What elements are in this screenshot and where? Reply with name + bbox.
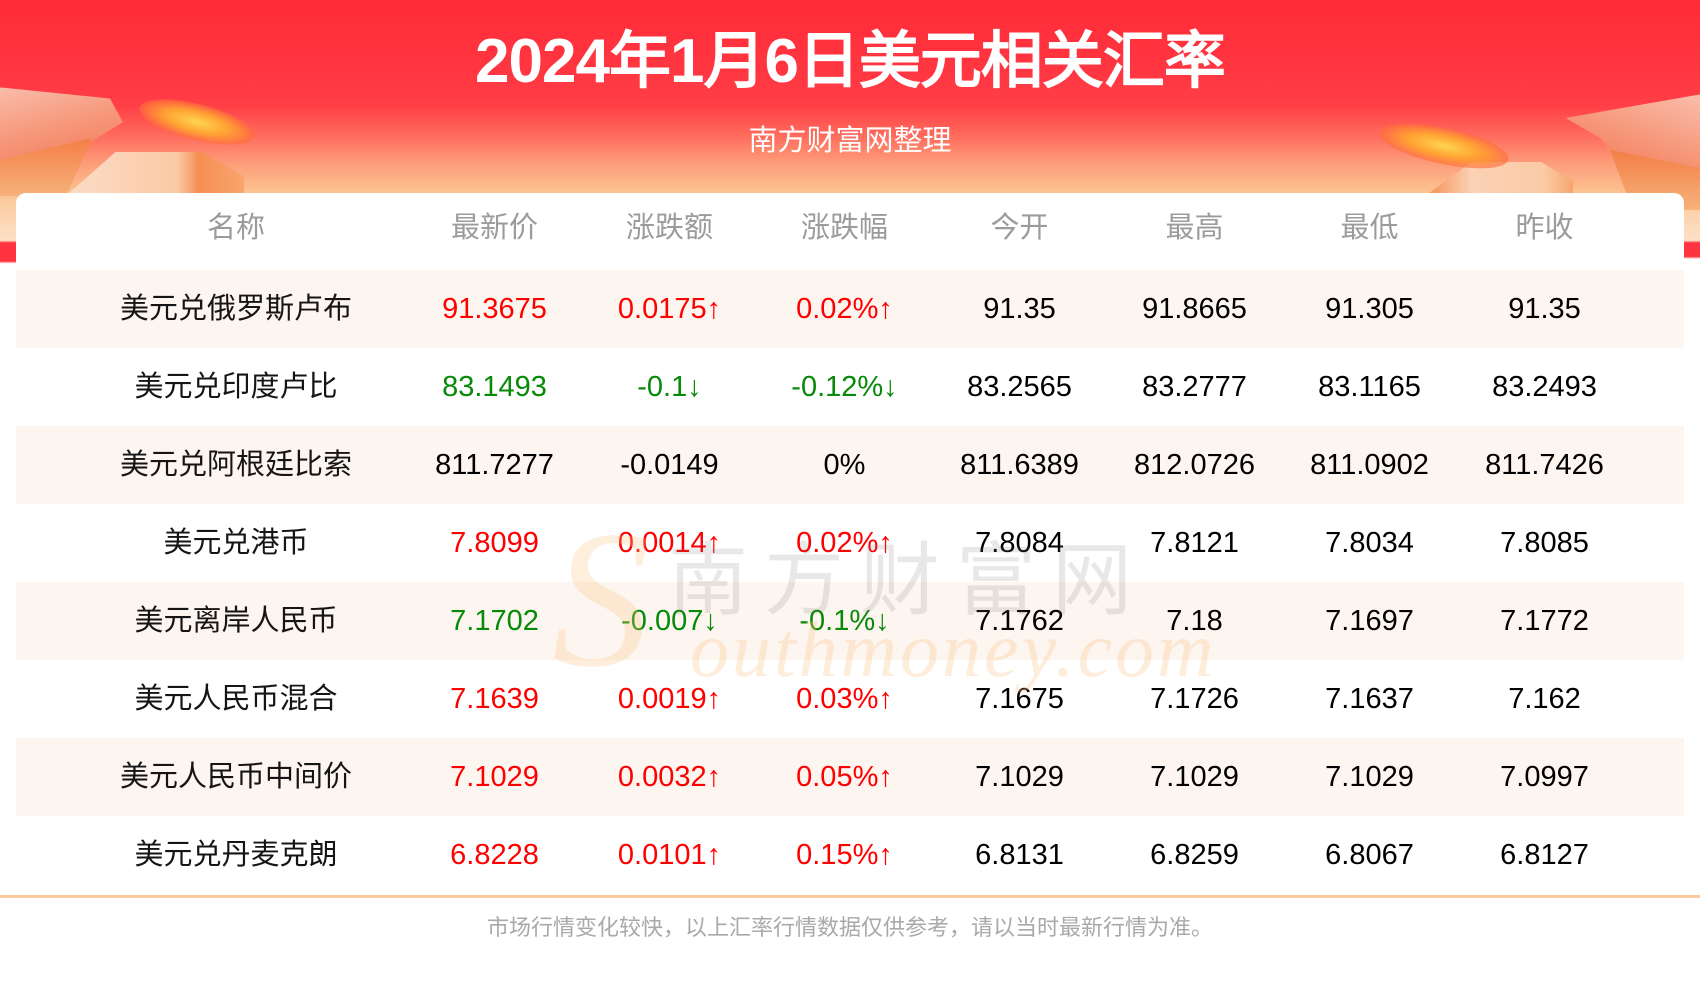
cell-change-pct: 0.03%↑: [796, 683, 893, 715]
cell-latest: 7.1029: [450, 761, 539, 793]
cell-latest: 6.8228: [450, 839, 539, 871]
cell-name: 美元兑丹麦克朗: [134, 839, 338, 871]
cell-change-pct: -0.12%↓: [791, 371, 898, 403]
cell-high: 7.1029: [1150, 761, 1239, 793]
table-row: 美元人民币中间价 7.1029 0.0032↑ 0.05%↑ 7.1029 7.…: [16, 738, 1684, 816]
cell-latest: 811.7277: [435, 449, 554, 481]
cell-open: 6.8131: [975, 839, 1064, 871]
cell-open: 91.35: [983, 293, 1056, 325]
page-subtitle: 南方财富网整理: [748, 125, 952, 157]
footer-divider: [0, 895, 1700, 898]
cell-change-pct: 0.15%↑: [796, 839, 893, 871]
table-row: 美元兑阿根廷比索 811.7277 -0.0149 0% 811.6389 81…: [16, 426, 1684, 504]
column-header-open: 今开: [990, 212, 1049, 244]
column-header-change-pct: 涨跌幅: [800, 212, 888, 244]
cell-change: 0.0014↑: [617, 527, 722, 559]
cell-prev-close: 7.1772: [1500, 605, 1589, 637]
cell-high: 6.8259: [1150, 839, 1239, 871]
cell-open: 7.1675: [975, 683, 1064, 715]
cell-name: 美元离岸人民币: [134, 605, 338, 637]
cell-open: 7.8084: [975, 527, 1064, 559]
cell-change: -0.1↓: [637, 371, 702, 403]
cell-name: 美元兑阿根廷比索: [119, 449, 352, 481]
cell-change-pct: 0.02%↑: [796, 527, 893, 559]
cell-change-pct: -0.1%↓: [799, 605, 890, 637]
cell-low: 83.1165: [1318, 371, 1421, 403]
cell-change: 0.0032↑: [617, 761, 722, 793]
cell-open: 83.2565: [967, 371, 1072, 403]
cell-name: 美元兑港币: [163, 527, 309, 559]
cell-low: 7.8034: [1325, 527, 1414, 559]
cell-change-pct: 0%: [823, 449, 866, 481]
cell-low: 7.1637: [1325, 683, 1414, 715]
cell-prev-close: 811.7426: [1485, 449, 1604, 481]
cell-prev-close: 83.2493: [1492, 371, 1597, 403]
cell-open: 811.6389: [960, 449, 1079, 481]
cell-prev-close: 7.162: [1508, 683, 1581, 715]
cell-high: 7.18: [1166, 605, 1223, 637]
cell-name: 美元人民币中间价: [119, 761, 352, 793]
cell-change: -0.007↓: [621, 605, 718, 637]
cell-latest: 7.1639: [450, 683, 539, 715]
table-row: 美元人民币混合 7.1639 0.0019↑ 0.03%↑ 7.1675 7.1…: [16, 660, 1684, 738]
cell-latest: 91.3675: [442, 293, 547, 325]
footer-disclaimer: 市场行情变化较快，以上汇率行情数据仅供参考，请以当时最新行情为准。: [486, 915, 1213, 940]
column-header-high: 最高: [1165, 212, 1224, 244]
table-row: 美元离岸人民币 7.1702 -0.007↓ -0.1%↓ 7.1762 7.1…: [16, 582, 1684, 660]
table-row: 美元兑港币 7.8099 0.0014↑ 0.02%↑ 7.8084 7.812…: [16, 504, 1684, 582]
table-row: 美元兑俄罗斯卢布 91.3675 0.0175↑ 0.02%↑ 91.35 91…: [16, 270, 1684, 348]
cell-open: 7.1762: [975, 605, 1064, 637]
table-row: 美元兑丹麦克朗 6.8228 0.0101↑ 0.15%↑ 6.8131 6.8…: [16, 816, 1684, 894]
cell-change: -0.0149: [620, 449, 719, 481]
cell-change: 0.0175↑: [617, 293, 722, 325]
rates-table: 名称 最新价 涨跌额 涨跌幅 今开 最高 最低 昨收 美元兑俄罗斯卢布 91.3…: [16, 193, 1684, 895]
cell-name: 美元人民币混合: [134, 683, 338, 715]
cell-high: 83.2777: [1142, 371, 1247, 403]
cell-high: 7.1726: [1150, 683, 1239, 715]
cell-prev-close: 6.8127: [1500, 839, 1589, 871]
cell-prev-close: 7.8085: [1500, 527, 1589, 559]
cell-latest: 83.1493: [442, 371, 547, 403]
cell-low: 6.8067: [1325, 839, 1414, 871]
column-header-latest: 最新价: [450, 212, 538, 244]
cell-change-pct: 0.02%↑: [796, 293, 893, 325]
table-header-row: 名称 最新价 涨跌额 涨跌幅 今开 最高 最低 昨收: [16, 193, 1684, 270]
cell-name: 美元兑俄罗斯卢布: [119, 293, 352, 325]
column-header-prev-close: 昨收: [1515, 212, 1574, 244]
cell-prev-close: 91.35: [1508, 293, 1581, 325]
table-row: 美元兑印度卢比 83.1493 -0.1↓ -0.12%↓ 83.2565 83…: [16, 348, 1684, 426]
cell-change-pct: 0.05%↑: [796, 761, 893, 793]
cell-name: 美元兑印度卢比: [134, 371, 338, 403]
cell-change: 0.0019↑: [617, 683, 722, 715]
cell-latest: 7.8099: [450, 527, 539, 559]
cell-high: 91.8665: [1142, 293, 1247, 325]
cell-prev-close: 7.0997: [1500, 761, 1589, 793]
cell-low: 811.0902: [1310, 449, 1429, 481]
cell-low: 7.1697: [1325, 605, 1414, 637]
cell-high: 812.0726: [1134, 449, 1255, 481]
cell-high: 7.8121: [1150, 527, 1239, 559]
column-header-name: 名称: [206, 212, 265, 244]
cell-low: 91.305: [1325, 293, 1414, 325]
column-header-low: 最低: [1340, 212, 1399, 244]
column-header-change: 涨跌额: [625, 212, 713, 244]
page-title: 2024年1月6日美元相关汇率: [475, 27, 1226, 96]
cell-open: 7.1029: [975, 761, 1064, 793]
cell-latest: 7.1702: [450, 605, 539, 637]
cell-change: 0.0101↑: [617, 839, 722, 871]
cell-low: 7.1029: [1325, 761, 1414, 793]
